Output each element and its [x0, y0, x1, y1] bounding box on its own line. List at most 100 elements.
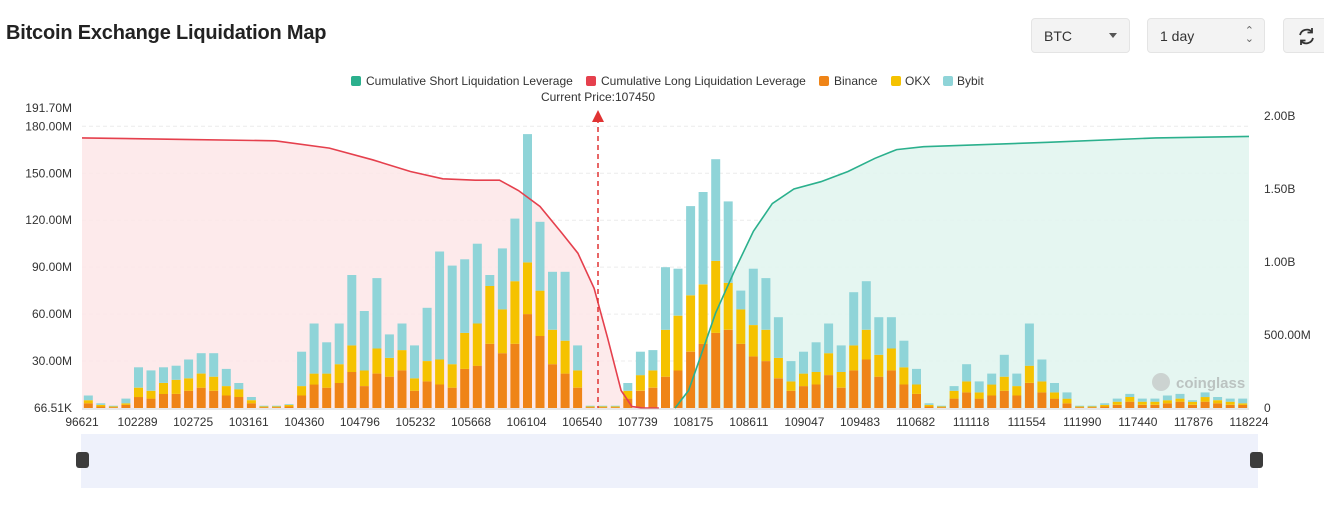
bar-bybit[interactable]	[1037, 359, 1047, 382]
bar-bybit[interactable]	[1188, 400, 1197, 402]
bar-bybit[interactable]	[96, 403, 106, 405]
bar-binance[interactable]	[799, 386, 808, 408]
bar-okx[interactable]	[1188, 401, 1197, 405]
bar-bybit[interactable]	[108, 405, 118, 407]
bar-bybit[interactable]	[1238, 398, 1248, 404]
bar-bybit[interactable]	[83, 395, 93, 401]
bar-okx[interactable]	[824, 353, 834, 376]
bar-okx[interactable]	[874, 354, 884, 377]
bar-binance[interactable]	[1238, 404, 1248, 408]
bar-bybit[interactable]	[184, 359, 194, 379]
bar-bybit[interactable]	[937, 405, 946, 407]
bar-okx[interactable]	[372, 348, 382, 374]
bar-bybit[interactable]	[924, 403, 934, 405]
bar-okx[interactable]	[661, 329, 670, 377]
bar-okx[interactable]	[999, 376, 1009, 391]
slider-handle-right[interactable]	[1250, 452, 1263, 468]
bar-bybit[interactable]	[899, 340, 909, 368]
bar-bybit[interactable]	[1062, 392, 1072, 399]
bar-okx[interactable]	[1050, 392, 1059, 399]
bar-bybit[interactable]	[711, 159, 721, 261]
bar-bybit[interactable]	[1150, 398, 1160, 402]
bar-bybit[interactable]	[585, 405, 595, 407]
bar-okx[interactable]	[949, 390, 959, 399]
bar-binance[interactable]	[1162, 403, 1172, 408]
bar-binance[interactable]	[397, 370, 407, 408]
bar-okx[interactable]	[987, 384, 997, 396]
bar-okx[interactable]	[209, 376, 219, 391]
bar-binance[interactable]	[811, 384, 821, 409]
bar-okx[interactable]	[460, 332, 470, 369]
bar-okx[interactable]	[246, 400, 256, 404]
bar-binance[interactable]	[861, 359, 871, 409]
bar-okx[interactable]	[196, 373, 206, 388]
legend-label-long[interactable]: Cumulative Long Liquidation Leverage	[601, 74, 806, 88]
bar-binance[interactable]	[1225, 404, 1235, 408]
bar-bybit[interactable]	[736, 290, 746, 310]
bar-okx[interactable]	[422, 361, 432, 382]
bar-bybit[interactable]	[573, 345, 583, 371]
bar-bybit[interactable]	[485, 275, 495, 286]
bar-bybit[interactable]	[410, 345, 419, 379]
bar-bybit[interactable]	[987, 373, 997, 385]
bar-binance[interactable]	[259, 407, 269, 408]
bar-binance[interactable]	[560, 373, 570, 408]
bar-okx[interactable]	[435, 359, 445, 385]
bar-bybit[interactable]	[1175, 393, 1185, 399]
bar-okx[interactable]	[1125, 397, 1135, 402]
bar-okx[interactable]	[1213, 400, 1223, 404]
bar-bybit[interactable]	[121, 398, 131, 404]
bar-binance[interactable]	[773, 378, 783, 408]
bar-bybit[interactable]	[422, 307, 432, 361]
bar-bybit[interactable]	[786, 361, 796, 382]
bar-bybit[interactable]	[824, 323, 834, 354]
bar-binance[interactable]	[171, 393, 181, 408]
bar-bybit[interactable]	[384, 334, 394, 358]
bar-bybit[interactable]	[723, 201, 733, 283]
bar-bybit[interactable]	[1125, 393, 1135, 397]
bar-okx[interactable]	[761, 329, 771, 362]
bar-binance[interactable]	[334, 383, 344, 408]
bar-bybit[interactable]	[447, 265, 457, 365]
bar-binance[interactable]	[322, 387, 332, 408]
bar-bybit[interactable]	[673, 268, 683, 316]
bar-okx[interactable]	[359, 370, 369, 386]
bar-bybit[interactable]	[861, 281, 871, 330]
bar-okx[interactable]	[497, 309, 507, 354]
bar-binance[interactable]	[1050, 398, 1059, 408]
bar-binance[interactable]	[297, 395, 307, 409]
bar-bybit[interactable]	[974, 381, 984, 393]
bar-okx[interactable]	[1087, 406, 1097, 408]
bar-bybit[interactable]	[159, 367, 168, 383]
legend-swatch-okx[interactable]	[891, 76, 901, 86]
bar-okx[interactable]	[748, 325, 758, 357]
bar-okx[interactable]	[347, 345, 357, 372]
bar-binance[interactable]	[1137, 404, 1147, 408]
bar-okx[interactable]	[410, 378, 419, 391]
bar-okx[interactable]	[1112, 401, 1122, 405]
bar-okx[interactable]	[510, 281, 520, 344]
bar-okx[interactable]	[259, 406, 269, 408]
bar-bybit[interactable]	[209, 353, 219, 377]
bar-binance[interactable]	[523, 314, 532, 408]
bar-binance[interactable]	[146, 398, 156, 408]
bar-bybit[interactable]	[347, 275, 357, 346]
bar-binance[interactable]	[83, 403, 93, 408]
bar-okx[interactable]	[723, 282, 733, 330]
bar-okx[interactable]	[83, 400, 93, 404]
bar-okx[interactable]	[284, 404, 294, 407]
bar-bybit[interactable]	[560, 271, 570, 341]
bar-binance[interactable]	[949, 398, 959, 408]
bar-binance[interactable]	[159, 393, 168, 408]
bar-bybit[interactable]	[359, 311, 369, 371]
bar-bybit[interactable]	[686, 206, 696, 296]
bar-binance[interactable]	[686, 351, 696, 408]
bar-bybit[interactable]	[836, 345, 846, 372]
bar-bybit[interactable]	[1200, 392, 1210, 398]
bar-binance[interactable]	[1213, 403, 1223, 408]
bar-bybit[interactable]	[523, 134, 532, 263]
bar-binance[interactable]	[698, 343, 708, 408]
period-select[interactable]: 1 day ⌃ ⌄	[1147, 18, 1265, 53]
bar-bybit[interactable]	[259, 405, 269, 407]
bar-okx[interactable]	[1037, 381, 1047, 393]
